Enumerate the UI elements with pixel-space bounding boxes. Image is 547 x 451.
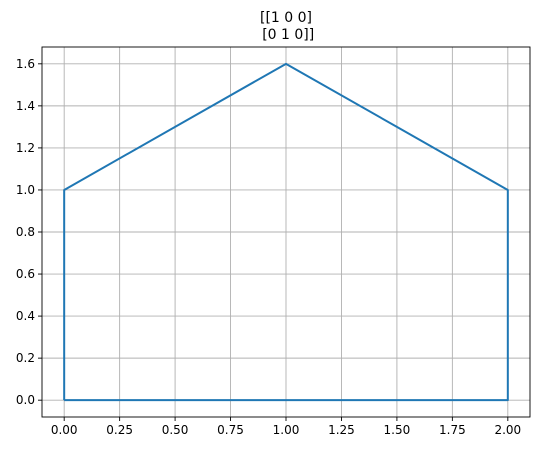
y-tick-label: 0.0 (16, 393, 35, 407)
grid-lines (42, 47, 530, 417)
y-tick-label: 0.2 (16, 351, 35, 365)
y-tick-label: 1.6 (16, 57, 35, 71)
chart-title-line-1: [[1 0 0] (260, 10, 312, 26)
x-tick-label: 0.25 (106, 423, 133, 437)
x-tick-label: 0.50 (162, 423, 189, 437)
x-tick-label: 1.25 (328, 423, 355, 437)
x-tick-label: 1.50 (384, 423, 411, 437)
x-tick-label: 2.00 (494, 423, 521, 437)
x-axis-ticks: 0.00 0.25 0.50 0.75 1.00 1.25 1.50 1.75 2.00 (51, 417, 521, 437)
y-tick-label: 0.4 (16, 309, 35, 323)
y-tick-label: 1.4 (16, 99, 35, 113)
y-tick-label: 0.6 (16, 267, 35, 281)
chart-title-line-2: [0 1 0]] (258, 27, 314, 43)
x-tick-label: 0.00 (51, 423, 78, 437)
x-tick-label: 1.00 (273, 423, 300, 437)
x-tick-label: 0.75 (217, 423, 244, 437)
y-tick-label: 1.2 (16, 141, 35, 155)
y-tick-label: 1.0 (16, 183, 35, 197)
y-axis-ticks: 0.0 0.2 0.4 0.6 0.8 1.0 1.2 1.4 1.6 (16, 57, 42, 407)
x-tick-label: 1.75 (439, 423, 466, 437)
series-line (63, 62, 509, 402)
y-tick-label: 0.8 (16, 225, 35, 239)
series-layer (63, 62, 509, 402)
